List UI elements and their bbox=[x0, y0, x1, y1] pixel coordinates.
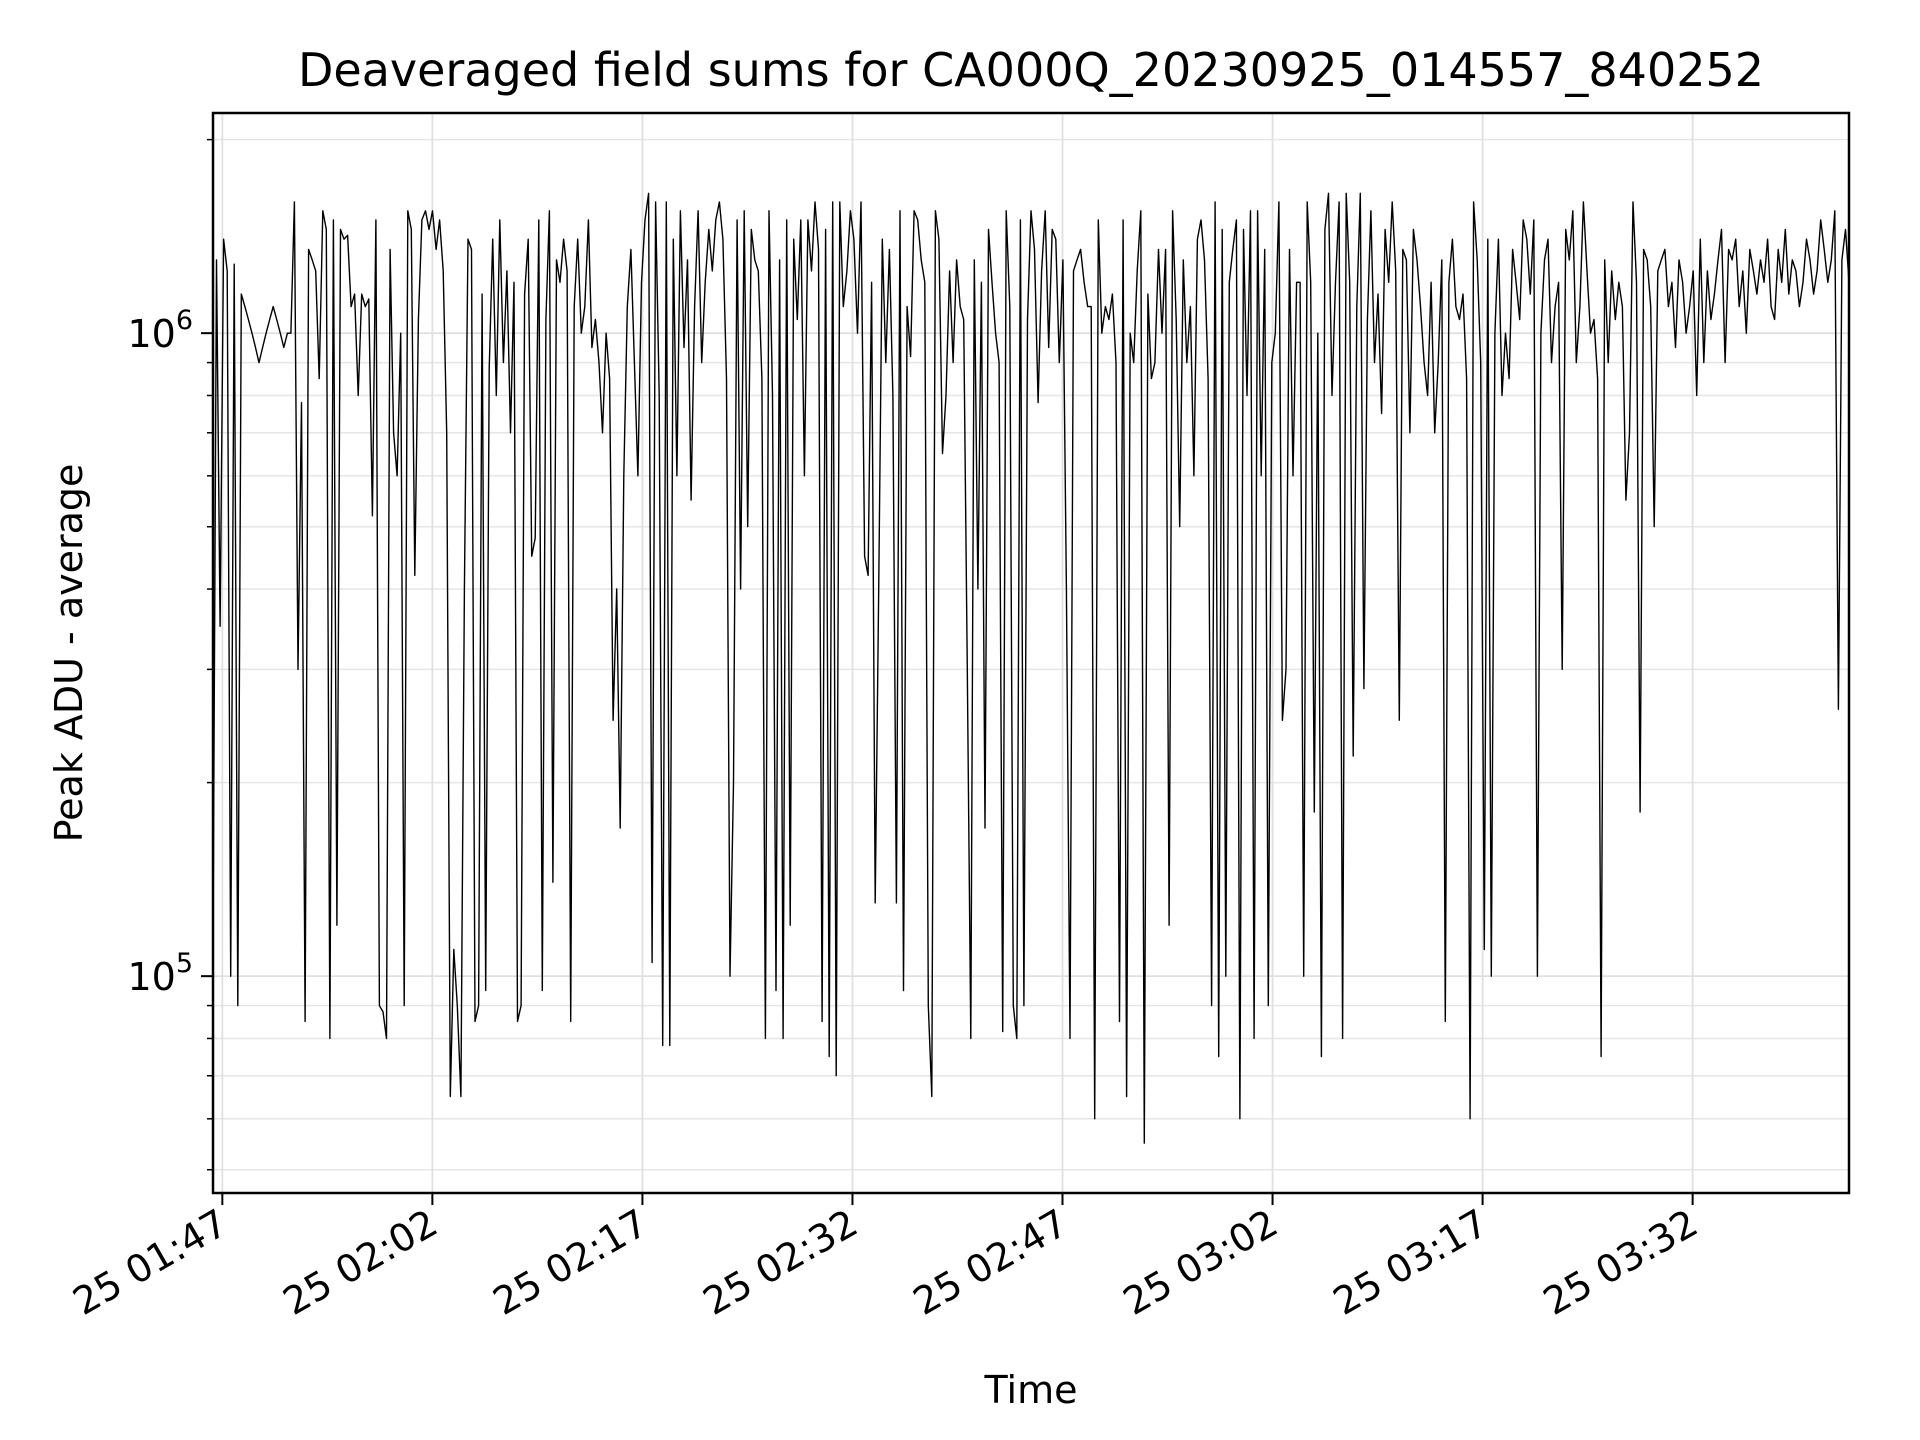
y-axis-label: Peak ADU - average bbox=[47, 464, 91, 843]
grid bbox=[213, 113, 1849, 1193]
chart-title: Deaveraged field sums for CA000Q_2023092… bbox=[298, 43, 1764, 97]
y-tick-label: 105 bbox=[127, 948, 193, 999]
x-axis-label: Time bbox=[984, 1368, 1078, 1412]
y-tick-label: 106 bbox=[127, 305, 193, 356]
series-line bbox=[213, 192, 1849, 1144]
plot-frame bbox=[211, 111, 1851, 1195]
